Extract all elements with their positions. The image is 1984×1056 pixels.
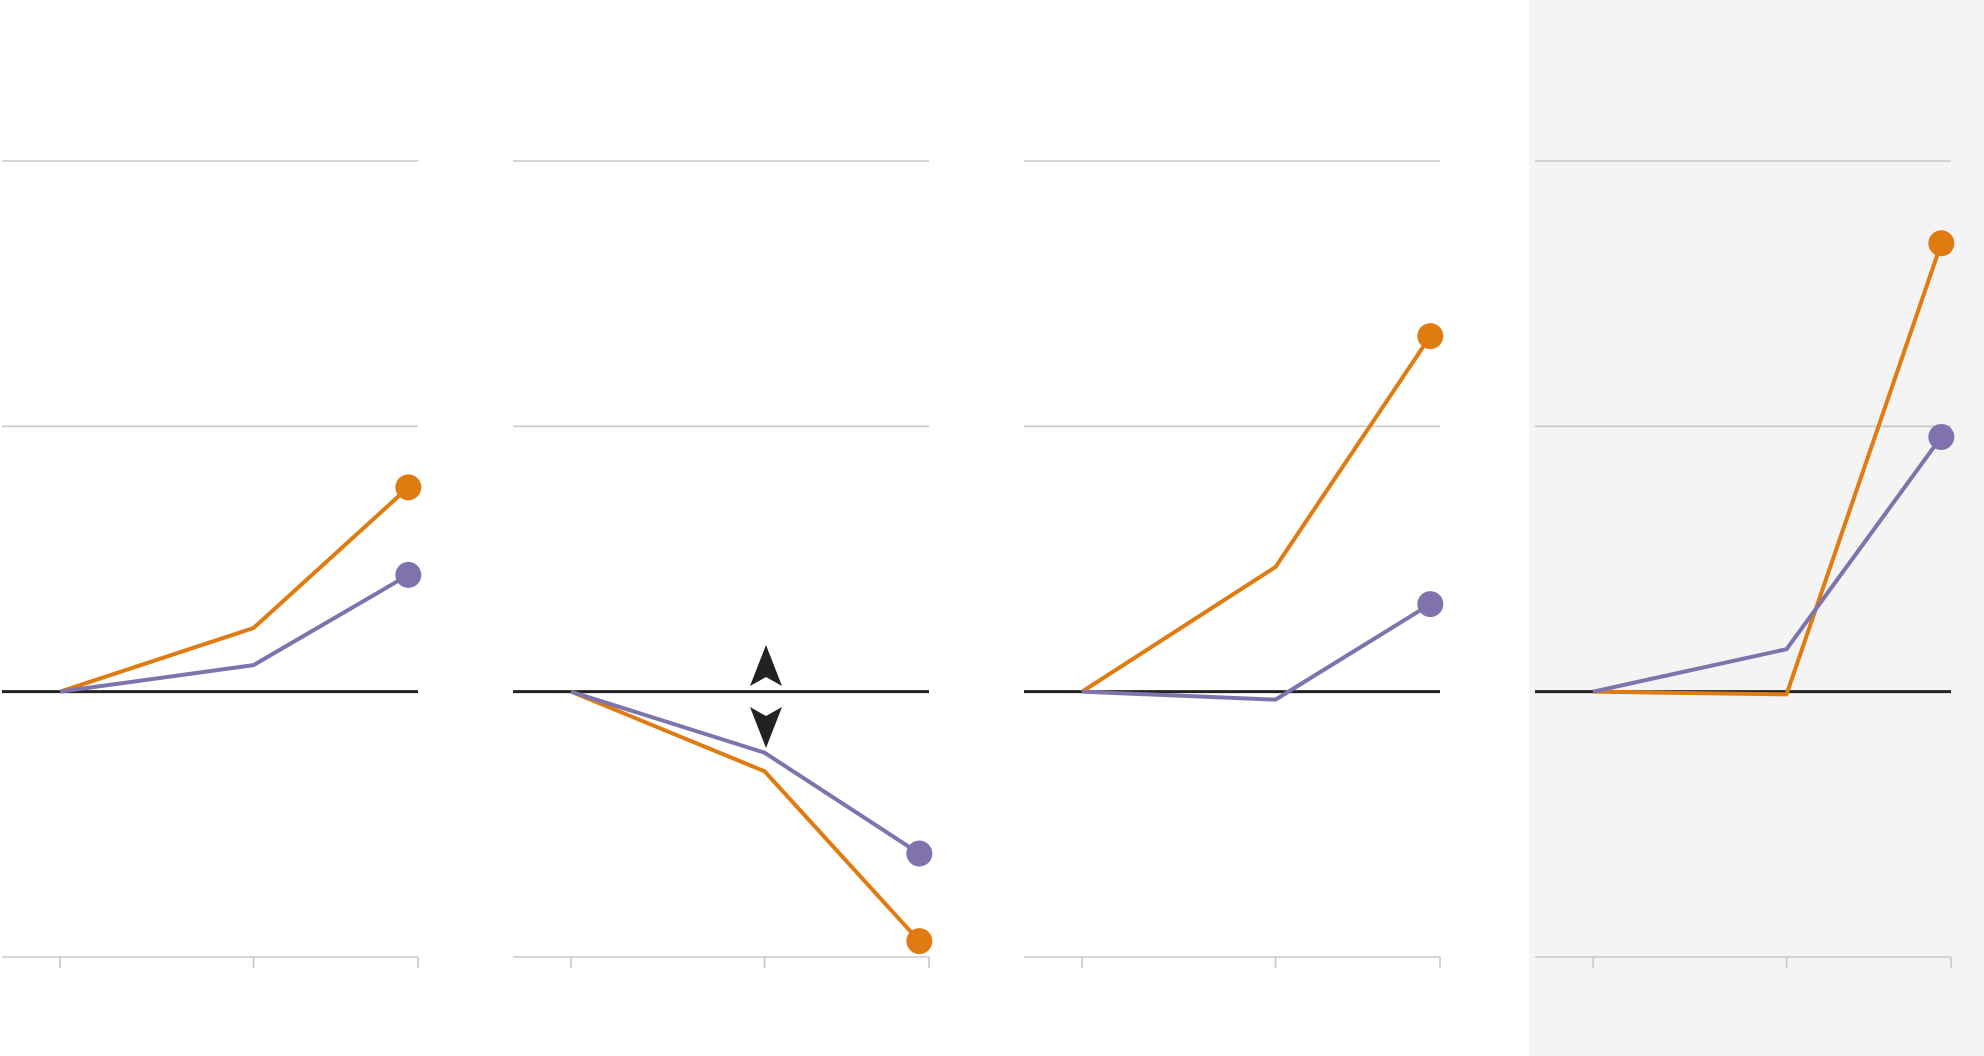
end-point	[1417, 591, 1444, 618]
highlight-background	[1529, 0, 1984, 1056]
series-line	[1593, 242, 1944, 697]
series-line	[59, 573, 410, 694]
plots	[2, 160, 1955, 968]
panel	[513, 160, 933, 968]
series-line	[1080, 335, 1432, 694]
end-point	[906, 928, 933, 955]
panel	[2, 160, 422, 968]
end-point	[1928, 230, 1955, 257]
series-line	[570, 689, 921, 943]
direction-arrows	[750, 645, 782, 748]
end-point	[395, 561, 422, 588]
panel	[1024, 160, 1444, 968]
panel	[1535, 160, 1955, 968]
series-line	[59, 485, 410, 694]
series-line	[1592, 435, 1943, 694]
end-point	[906, 840, 933, 867]
end-point	[1928, 423, 1955, 450]
series-line	[1081, 602, 1432, 702]
series-line	[570, 689, 921, 856]
backgrounds	[1529, 0, 1984, 1056]
down-arrow	[750, 707, 782, 748]
up-arrow	[750, 645, 782, 686]
end-point	[1417, 323, 1444, 350]
end-point	[395, 474, 422, 501]
